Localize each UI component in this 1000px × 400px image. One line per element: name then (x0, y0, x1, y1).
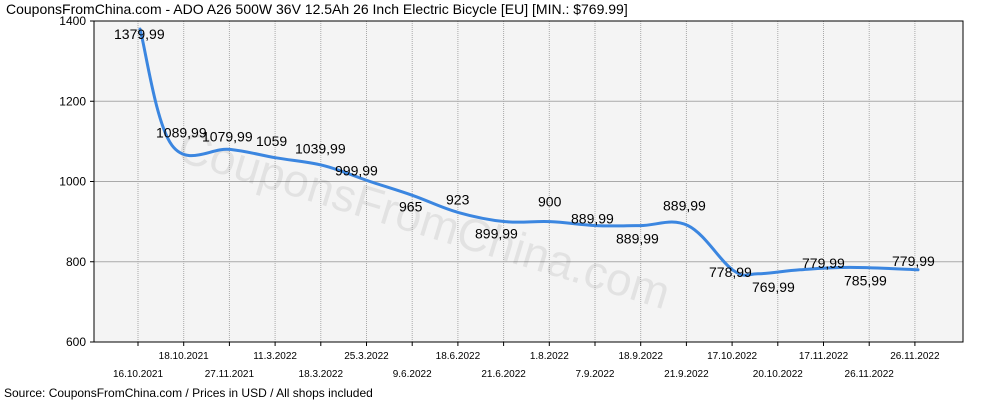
y-tick-label: 1400 (59, 14, 86, 28)
data-label: 785,99 (844, 272, 887, 288)
x-tick-label: 11.3.2022 (253, 351, 297, 362)
y-tick-label: 600 (66, 335, 86, 349)
axes: 600 800 1000 1200 1400 16.10.2021 27.11.2021 18… (59, 14, 964, 380)
data-label: 889,99 (663, 198, 706, 214)
data-label: 889,99 (571, 211, 614, 227)
plot-border (93, 20, 964, 343)
data-label: 889,99 (616, 231, 659, 247)
y-tick-label: 1200 (59, 94, 86, 108)
x-tick-label: 18.9.2022 (618, 351, 663, 362)
data-label: 778,99 (709, 264, 752, 280)
x-tick-label: 17.11.2022 (799, 351, 849, 362)
data-label: 899,99 (475, 226, 518, 242)
x-tick-label: 18.3.2022 (299, 369, 344, 380)
x-tick-label: 26.11.2022 (890, 351, 940, 362)
x-tick-label: 26.11.2022 (845, 369, 895, 380)
x-tick-label: 20.10.2022 (753, 369, 803, 380)
data-label: 965 (399, 199, 423, 215)
data-label: 779,99 (892, 253, 935, 269)
data-label: 1039,99 (295, 140, 346, 156)
grid (94, 20, 963, 342)
x-tick-label: 21.9.2022 (664, 369, 709, 380)
x-tick-label: 1.8.2022 (530, 351, 569, 362)
y-tick-label: 800 (66, 255, 86, 269)
y-tick-label: 1000 (59, 175, 86, 189)
data-label: 1059 (256, 133, 287, 149)
chart-title: CouponsFromChina.com - ADO A26 500W 36V … (6, 1, 628, 17)
x-tick-label: 21.6.2022 (481, 369, 526, 380)
data-label: 1079,99 (202, 128, 253, 144)
x-tick-label: 25.3.2022 (344, 351, 389, 362)
data-label: 923 (446, 191, 470, 207)
x-tick-label: 9.6.2022 (393, 369, 432, 380)
source-footer: Source: CouponsFromChina.com / Prices in… (4, 386, 373, 400)
data-label: 769,99 (752, 279, 795, 295)
x-tick-label: 17.10.2022 (707, 351, 757, 362)
price-line (138, 27, 920, 277)
x-tick-label: 7.9.2022 (576, 369, 615, 380)
x-tick-label: 18.6.2022 (436, 351, 481, 362)
x-tick-label: 18.10.2021 (159, 351, 209, 362)
data-label: 999,99 (335, 163, 378, 179)
data-label: 779,99 (802, 255, 845, 271)
data-label: 1379,99 (114, 26, 165, 42)
data-label: 900 (538, 194, 562, 210)
x-tick-label: 27.11.2021 (205, 369, 255, 380)
x-tick-label: 16.10.2021 (113, 369, 163, 380)
data-label: 1089,99 (156, 124, 207, 140)
